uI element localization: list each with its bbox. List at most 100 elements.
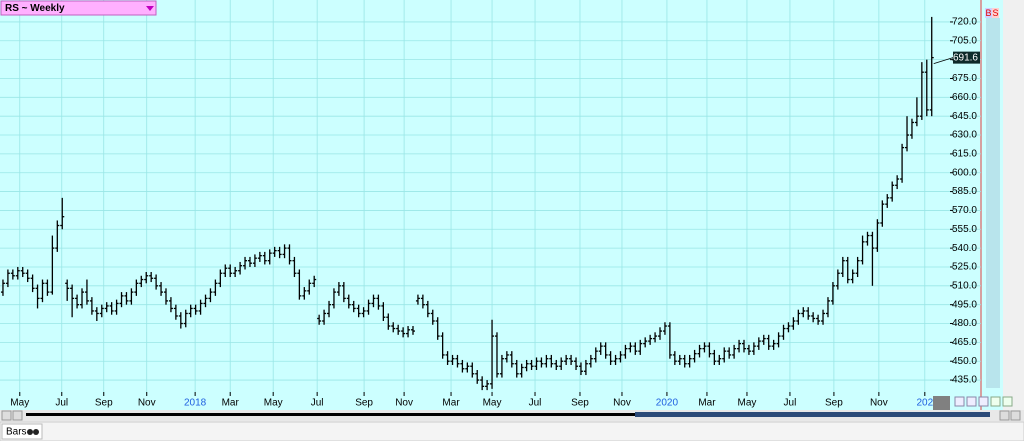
ohlc-bar xyxy=(816,314,821,325)
scroll-left[interactable] xyxy=(12,410,23,421)
ohlc-bar xyxy=(267,249,272,265)
ohlc-bar xyxy=(914,97,919,127)
ohlc-bar xyxy=(534,357,539,371)
ohlc-bar xyxy=(381,302,386,322)
tool-button[interactable] xyxy=(978,396,989,407)
ohlc-bar xyxy=(504,351,509,363)
ohlc-bar xyxy=(909,118,914,139)
ohlc-bar xyxy=(465,362,470,373)
ohlc-bar xyxy=(514,359,519,378)
ohlc-bar xyxy=(455,354,460,368)
ohlc-bar xyxy=(717,354,722,365)
ohlc-bar xyxy=(243,256,248,270)
ohlc-bar xyxy=(84,279,89,305)
bars-tab[interactable] xyxy=(1,423,43,440)
ohlc-bar xyxy=(312,275,317,288)
ohlc-bar xyxy=(129,288,134,305)
ohlc-bar xyxy=(811,312,816,323)
ohlc-bar xyxy=(494,332,499,378)
y-tick-label: 525.0 xyxy=(952,262,977,273)
ohlc-bar xyxy=(228,264,233,278)
ohlc-bar xyxy=(366,299,371,315)
tool-buttons xyxy=(954,396,1013,407)
y-tick-label: 555.0 xyxy=(952,224,977,235)
ohlc-bar xyxy=(929,16,934,117)
ohlc-bar xyxy=(727,347,732,359)
x-tick-label: 2018 xyxy=(184,398,207,409)
ohlc-bar xyxy=(900,143,905,183)
ohlc-bar xyxy=(198,299,203,315)
ohlc-bar xyxy=(154,274,159,290)
tool-button[interactable] xyxy=(966,396,977,407)
ohlc-bar xyxy=(692,349,697,363)
x-tick-label: Sep xyxy=(95,398,113,409)
x-tick-label: Mar xyxy=(442,398,460,409)
ohlc-bar xyxy=(386,313,391,330)
ohlc-bar xyxy=(317,314,322,325)
ohlc-bar xyxy=(825,297,830,318)
x-tick-label: May xyxy=(738,398,757,409)
ohlc-bar xyxy=(569,354,574,365)
ohlc-bar xyxy=(257,251,262,262)
ohlc-bar xyxy=(430,309,435,325)
ohlc-bar xyxy=(781,324,786,340)
ohlc-bar xyxy=(564,354,569,365)
x-tick-label: Jul xyxy=(311,398,324,409)
ohlc-bar xyxy=(895,175,900,190)
ohlc-bar xyxy=(707,342,712,358)
ohlc-bar xyxy=(924,59,929,117)
ohlc-bar xyxy=(94,307,99,322)
dropdown-arrow xyxy=(146,6,154,11)
sell-button[interactable] xyxy=(992,8,999,18)
buy-button[interactable] xyxy=(985,8,992,18)
symbol-selector[interactable] xyxy=(0,0,157,16)
ohlc-bar xyxy=(840,256,845,278)
ohlc-bar xyxy=(855,256,860,278)
ohlc-bar xyxy=(336,282,341,296)
x-tick-label: Nov xyxy=(138,398,156,409)
ohlc-bar xyxy=(55,220,60,252)
scroll-start[interactable] xyxy=(1,410,12,421)
y-tick-label: 465.0 xyxy=(952,337,977,348)
ohlc-bar xyxy=(603,342,608,359)
ohlc-bar xyxy=(791,317,796,330)
ohlc-bar xyxy=(845,256,850,284)
tool-button[interactable] xyxy=(954,396,965,407)
ohlc-bar xyxy=(401,327,406,338)
last-price-tag xyxy=(953,51,980,64)
ohlc-bar xyxy=(80,288,85,309)
ohlc-bar xyxy=(331,288,336,309)
tool-button[interactable] xyxy=(990,396,1001,407)
ohlc-bar xyxy=(628,342,633,353)
ohlc-bar xyxy=(544,354,549,368)
ohlc-bar xyxy=(435,317,440,340)
ohlc-bar xyxy=(667,322,672,359)
ohlc-bar xyxy=(124,292,129,305)
status-bar xyxy=(0,421,1024,441)
ohlc-bar xyxy=(425,300,430,318)
ohlc-bar xyxy=(25,269,30,283)
buy-label: B xyxy=(985,8,991,18)
ohlc-bar xyxy=(15,266,20,280)
ohlc-bar xyxy=(302,287,307,300)
zoom-out[interactable] xyxy=(1010,410,1021,421)
y-tick-label: 675.0 xyxy=(952,73,977,84)
scroll-thumb[interactable] xyxy=(635,412,990,417)
ohlc-bar xyxy=(247,256,252,267)
ohlc-bar xyxy=(341,282,346,303)
ohlc-bar xyxy=(450,354,455,365)
tool-button[interactable] xyxy=(1002,396,1013,407)
y-tick-label: 600.0 xyxy=(952,167,977,178)
zoom-in[interactable] xyxy=(999,410,1010,421)
ohlc-bar xyxy=(835,269,840,290)
ohlc-bar xyxy=(643,337,648,348)
ohlc-bar xyxy=(213,279,218,296)
ohlc-bar xyxy=(593,347,598,363)
ohlc-bar xyxy=(830,282,835,305)
ohlc-bar xyxy=(99,304,104,318)
ohlc-bar xyxy=(890,181,895,202)
ohlc-bar xyxy=(20,266,25,278)
ohlc-bar xyxy=(89,297,94,315)
x-tick-label: May xyxy=(10,398,29,409)
ohlc-bar xyxy=(233,266,238,278)
